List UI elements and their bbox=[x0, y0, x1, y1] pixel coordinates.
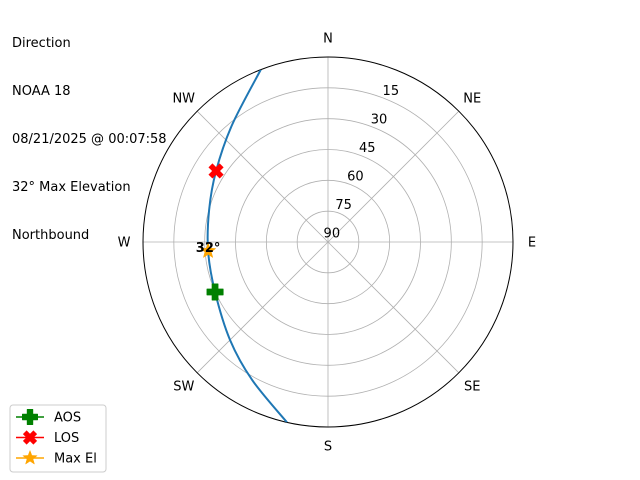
chart-title: Direction NOAA 18 08/21/2025 @ 00:07:58 … bbox=[12, 4, 167, 260]
x-stroke bbox=[208, 163, 224, 179]
radial-tick-label-60: 60 bbox=[347, 169, 364, 184]
los-marker bbox=[208, 163, 224, 179]
title-line-max-elevation: 32° Max Elevation bbox=[12, 180, 131, 195]
grid-spoke-ne bbox=[327, 110, 460, 243]
max-elevation-annotation: 32° bbox=[196, 241, 221, 256]
legend-marker-max-el bbox=[22, 449, 38, 465]
title-line-satellite: NOAA 18 bbox=[12, 84, 71, 99]
compass-label-sw: SW bbox=[173, 380, 194, 395]
radial-tick-label-30: 30 bbox=[371, 112, 388, 127]
legend-label-aos: AOS bbox=[54, 411, 81, 426]
legend-marker-los bbox=[22, 430, 38, 445]
legend-label-max-el: Max El bbox=[54, 452, 97, 467]
radial-tick-label-45: 45 bbox=[359, 141, 376, 156]
grid-spoke-sw bbox=[196, 241, 329, 374]
compass-label-nw: NW bbox=[172, 91, 195, 106]
max-el-marker bbox=[199, 242, 217, 259]
compass-label-e: E bbox=[528, 236, 536, 251]
compass-label-ne: NE bbox=[463, 91, 481, 106]
x-stroke bbox=[22, 430, 38, 445]
legend: AOS LOS Max El bbox=[9, 404, 107, 473]
radial-tick-label-90: 90 bbox=[324, 226, 341, 241]
compass-label-se: SE bbox=[464, 380, 480, 395]
grid-spoke-nw bbox=[196, 110, 329, 243]
outer-frame bbox=[142, 56, 514, 428]
aos-marker bbox=[206, 283, 224, 301]
title-line-datetime: 08/21/2025 @ 00:07:58 bbox=[12, 132, 167, 147]
compass-label-s: S bbox=[324, 440, 332, 455]
radial-tick-label-15: 15 bbox=[383, 84, 400, 99]
legend-frame bbox=[9, 404, 107, 473]
grid-spoke-se bbox=[327, 241, 460, 374]
compass-label-w: W bbox=[118, 236, 131, 251]
title-line-heading: Northbound bbox=[12, 228, 90, 243]
compass-label-n: N bbox=[323, 32, 333, 47]
radial-tick-label-75: 75 bbox=[335, 198, 352, 213]
title-line-direction: Direction bbox=[12, 36, 71, 51]
legend-label-los: LOS bbox=[54, 431, 79, 446]
legend-marker-aos bbox=[22, 409, 38, 425]
